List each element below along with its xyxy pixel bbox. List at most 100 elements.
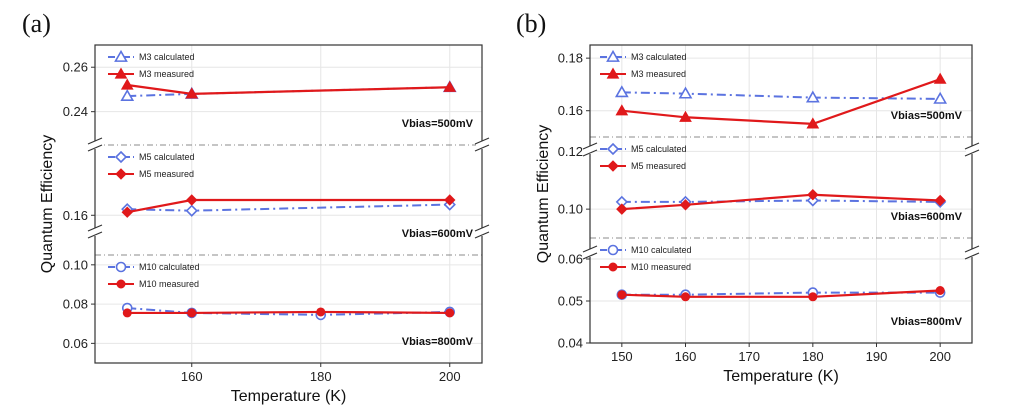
y-tick-label: 0.18 [558,51,583,66]
data-point-marker [607,160,619,172]
data-point-marker [186,194,198,206]
series-line [621,78,941,125]
y-tick-label: 0.26 [63,60,88,75]
data-point-marker [115,261,127,273]
axis-break-mark [87,224,103,232]
data-point-marker [806,117,820,129]
axis-break-mark [964,149,980,157]
data-point-marker [316,307,326,317]
plot-frame [94,44,483,364]
data-point-marker [606,142,620,156]
data-point-marker [807,189,819,201]
y-tick-label: 0.04 [558,336,583,351]
data-point-marker [122,308,132,318]
data-point-marker [185,87,199,99]
axis-break-mark [474,137,490,145]
data-point-marker [121,206,133,218]
vbias-label: Vbias=500mV [891,110,963,122]
plot-frame [589,44,973,344]
x-tick-label: 180 [310,369,332,384]
axis-break-gap [89,228,101,236]
axis-break-mark [474,224,490,232]
x-tick-label: 160 [675,349,697,364]
y-tick-label: 0.16 [63,208,88,223]
data-point-marker [114,150,128,164]
axis-break-mark [87,231,103,239]
legend-entry: M5 measured [139,169,194,179]
data-point-marker [808,292,818,302]
data-point-marker [115,168,127,180]
data-point-marker [116,279,126,289]
legend-entry: M3 calculated [631,52,687,62]
axis-break-mark [474,231,490,239]
chart-panel-b: (b) 0.18 0.16 M3 calculated M3 measured Vbias… [516,9,980,385]
data-point-marker [616,203,628,215]
vbias-label: Vbias=800mV [402,336,474,348]
axis-break-mark [87,137,103,145]
x-tick-label: 200 [929,349,951,364]
series-line [127,203,450,212]
axis-break-gap [476,228,488,236]
series-line [621,199,941,203]
legend-entry: M3 calculated [139,52,195,62]
data-point-marker [935,286,945,295]
data-point-marker [678,86,693,99]
legend-entry: M5 calculated [139,152,195,162]
y-tick-label: 0.05 [558,294,583,309]
y-tick-label: 0.06 [63,336,88,351]
data-point-marker [114,49,128,62]
axis-break-mark [582,149,598,157]
data-point-marker [187,308,197,318]
y-tick-label: 0.10 [558,202,583,217]
axis-break-mark [582,252,598,260]
data-point-marker [607,244,619,256]
vbias-label: Vbias=600mV [891,211,963,223]
axis-break-mark [582,142,598,150]
x-axis-title: Temperature (K) [723,368,839,385]
panel-label: (b) [516,9,546,38]
data-point-marker [679,110,692,122]
series-line [127,310,450,315]
axis-break-gap [966,249,978,257]
y-tick-label: 0.10 [63,257,88,272]
data-point-marker [679,199,692,211]
data-point-marker [120,88,135,102]
legend-entry: M10 calculated [139,262,200,272]
x-tick-label: 170 [738,349,760,364]
chart-panel-a: (a) 0.26 0.24 M3 calculated M3 measured Vbias… [22,9,490,405]
data-point-marker [443,80,457,92]
vbias-label: Vbias=500mV [402,118,474,130]
series-line [127,307,450,316]
y-axis-title: Quantum Efficiency [39,135,56,273]
y-tick-label: 0.24 [63,104,88,119]
legend-entry: M10 measured [139,279,199,289]
series-line [127,83,450,95]
data-point-marker [445,308,455,318]
x-axis-title: Temperature (K) [231,388,347,405]
series-line [621,289,941,298]
x-tick-label: 190 [866,349,888,364]
series-line [621,91,941,100]
data-point-marker [617,290,627,300]
panel-label: (a) [22,9,51,38]
y-tick-label: 0.08 [63,297,88,312]
legend-entry: M10 measured [631,262,691,272]
legend-entry: M10 calculated [631,245,692,255]
axis-break-mark [87,144,103,152]
data-point-marker [614,85,629,98]
axis-break-gap [584,249,596,257]
data-point-marker [120,78,134,90]
legend-entry: M5 calculated [631,144,687,154]
y-tick-label: 0.06 [558,252,583,267]
axis-break-gap [584,146,596,154]
axis-break-mark [964,245,980,253]
data-point-marker [681,292,690,302]
legend-entry: M5 measured [631,161,686,171]
vbias-label: Vbias=800mV [891,316,963,328]
axis-break-mark [474,144,490,152]
data-point-marker [933,91,948,104]
y-axis-title: Quantum Efficiency [535,125,552,263]
series-line [621,193,941,211]
axis-break-gap [476,141,488,149]
